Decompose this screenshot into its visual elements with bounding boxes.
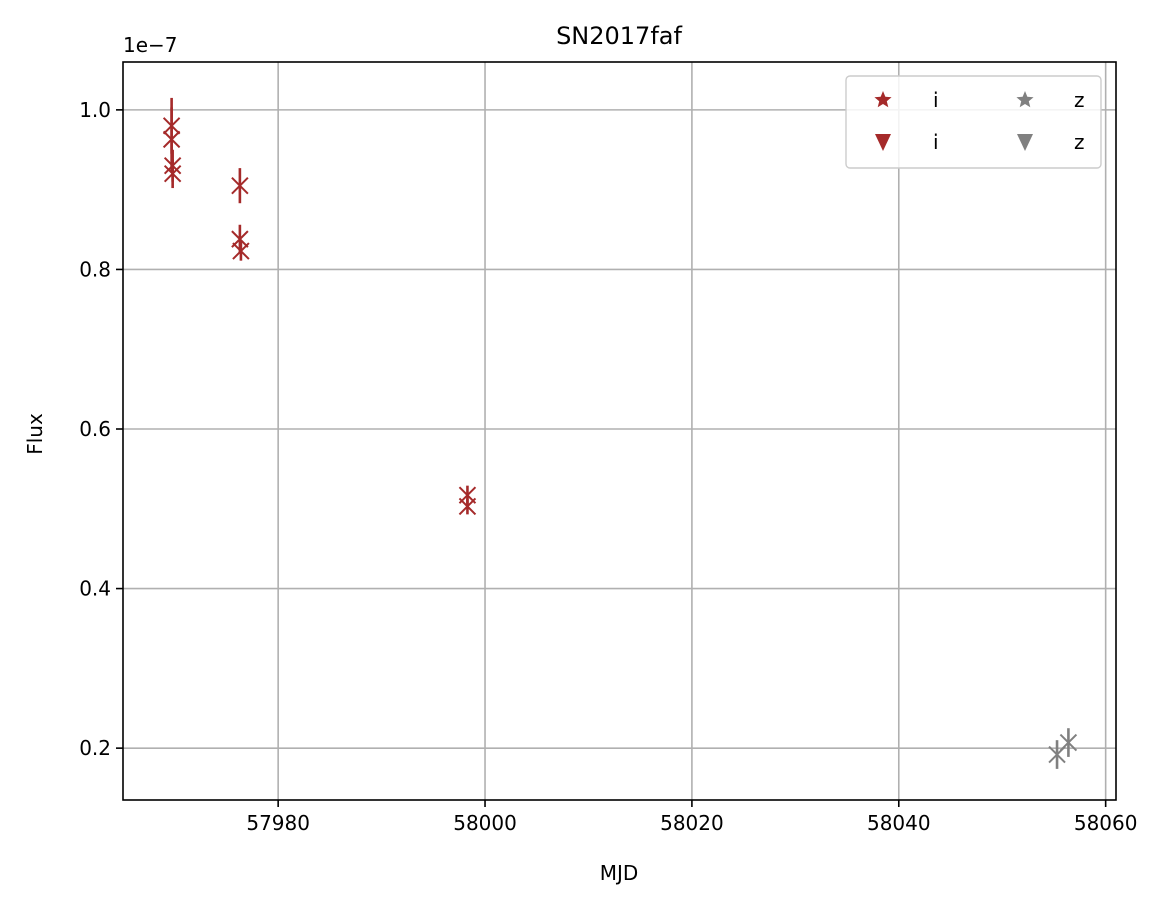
data-point-i <box>458 497 477 516</box>
legend-triangle-marker <box>875 134 891 151</box>
chart-title: SN2017faf <box>556 22 682 50</box>
x-marker <box>1059 733 1078 752</box>
legend-label: z <box>1074 88 1085 112</box>
legend-label: i <box>933 130 939 154</box>
legend-star-marker <box>874 91 892 108</box>
x-marker <box>232 242 250 260</box>
legend-star-marker <box>1016 91 1034 108</box>
legend-entry: z <box>1016 88 1085 112</box>
axis-ticks: 57980 58000 58020 58040 58060 0.2 0.4 0.6 0.8 1.0 <box>79 98 1137 835</box>
x-tick-label: 58040 <box>867 811 931 835</box>
x-tick-label: 58020 <box>660 811 724 835</box>
x-marker <box>163 164 182 183</box>
y-offset-text: 1e−7 <box>123 33 178 57</box>
x-tick-label: 58000 <box>453 811 517 835</box>
y-tick-label: 0.6 <box>79 417 111 441</box>
data-point-i <box>231 168 249 204</box>
data-points <box>162 97 1078 769</box>
x-marker <box>458 497 477 516</box>
legend: ii zz <box>845 75 1102 169</box>
legend-box <box>845 75 1102 169</box>
y-tick-label: 0.2 <box>79 736 111 760</box>
x-tick-label: 58060 <box>1074 811 1138 835</box>
y-tick-label: 0.8 <box>79 257 111 281</box>
y-tick-label: 1.0 <box>79 98 111 122</box>
data-point-i <box>163 159 182 189</box>
legend-triangle-marker <box>1017 134 1033 151</box>
data-point-i <box>232 241 250 261</box>
x-marker <box>162 130 181 149</box>
legend-entry: z <box>1017 130 1085 154</box>
x-axis-label: MJD <box>600 861 639 885</box>
plot-frame <box>122 61 1117 801</box>
data-point-z <box>1059 728 1078 757</box>
legend-label: z <box>1074 130 1085 154</box>
legend-label: i <box>933 88 939 112</box>
x-marker <box>231 176 249 195</box>
legend-entry: i <box>875 130 939 154</box>
legend-entry: i <box>874 88 939 112</box>
y-tick-label: 0.4 <box>79 577 111 601</box>
x-tick-label: 57980 <box>246 811 310 835</box>
y-axis-label: Flux <box>23 413 47 455</box>
